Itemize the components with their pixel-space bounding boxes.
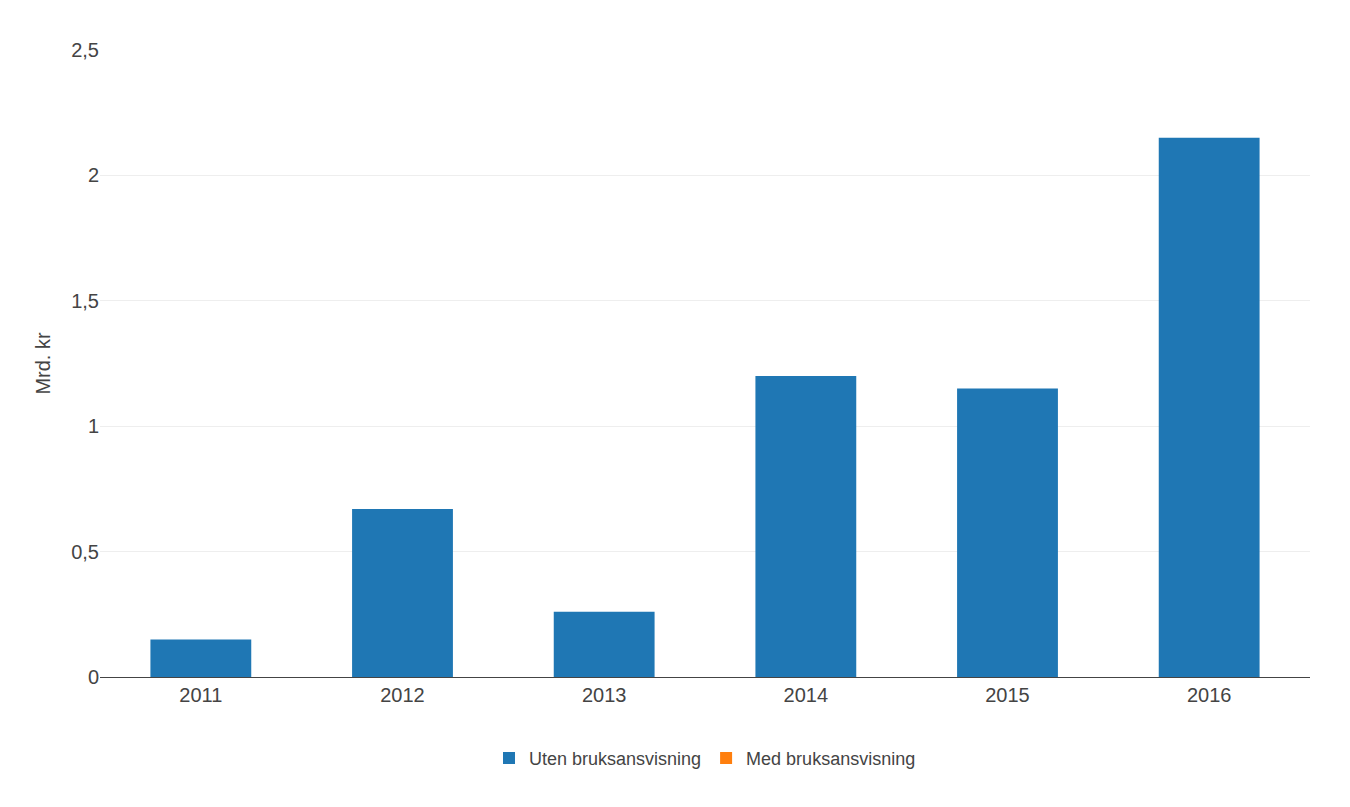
- svg-text:2012: 2012: [380, 684, 425, 706]
- svg-text:1,5: 1,5: [71, 290, 99, 312]
- svg-text:2015: 2015: [985, 684, 1030, 706]
- svg-text:2013: 2013: [582, 684, 627, 706]
- svg-text:2: 2: [88, 164, 99, 186]
- svg-text:Med bruksansvisning: Med bruksansvisning: [746, 749, 915, 769]
- svg-text:Mrd. kr: Mrd. kr: [32, 332, 54, 395]
- svg-text:2014: 2014: [784, 684, 829, 706]
- svg-text:Uten bruksansvisning: Uten bruksansvisning: [529, 749, 701, 769]
- svg-text:0: 0: [88, 666, 99, 688]
- svg-text:2011: 2011: [179, 684, 222, 706]
- svg-text:2,5: 2,5: [71, 39, 99, 61]
- svg-text:0,5: 0,5: [71, 541, 99, 563]
- svg-text:2016: 2016: [1187, 684, 1232, 706]
- svg-text:1: 1: [88, 415, 99, 437]
